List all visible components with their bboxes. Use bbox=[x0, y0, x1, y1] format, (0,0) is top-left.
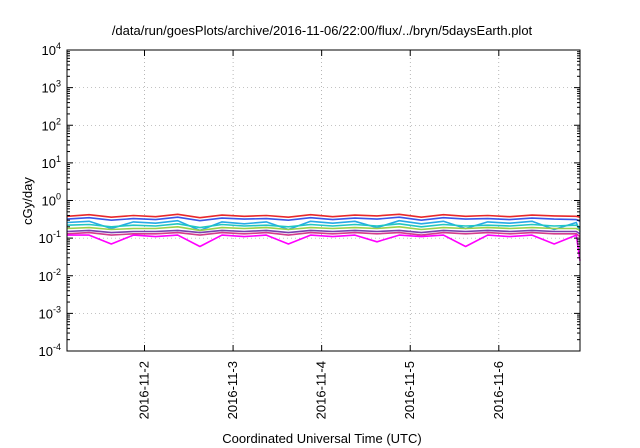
x-axis-label: Coordinated Universal Time (UTC) bbox=[222, 431, 421, 446]
series-line-6 bbox=[66, 229, 581, 235]
y-tick-label: 10-1 bbox=[39, 229, 61, 246]
y-tick-label: 10-3 bbox=[39, 304, 61, 321]
series-line-8 bbox=[67, 234, 581, 261]
x-tick-label: 2016-11-5 bbox=[402, 361, 417, 419]
y-tick-label: 103 bbox=[42, 79, 61, 96]
x-axis: 2016-11-2 2016-11-3 2016-11-4 2016-11-5 2016… bbox=[137, 50, 506, 419]
series-line-5 bbox=[66, 226, 581, 232]
y-tick-label: 10-2 bbox=[39, 267, 61, 284]
series-line-7 bbox=[66, 231, 581, 238]
series-line-4 bbox=[66, 223, 581, 229]
x-tick-label: 2016-11-6 bbox=[491, 361, 506, 419]
y-tick-label: 104 bbox=[42, 41, 61, 58]
y-tick-label: 102 bbox=[42, 116, 61, 133]
x-tick-label: 2016-11-3 bbox=[225, 361, 240, 419]
chart-title: /data/run/goesPlots/archive/2016-11-06/2… bbox=[112, 23, 533, 38]
series-line-2 bbox=[66, 216, 581, 223]
y-tick-label: 101 bbox=[42, 154, 61, 171]
y-axis-label: cGy/day bbox=[20, 177, 35, 225]
series-group bbox=[66, 213, 581, 261]
y-tick-label: 10-4 bbox=[39, 342, 61, 359]
grid-lines bbox=[67, 49, 580, 352]
x-tick-label: 2016-11-4 bbox=[314, 361, 329, 419]
series-line-1 bbox=[66, 213, 581, 219]
y-tick-label: 100 bbox=[42, 192, 61, 209]
series-line-3 bbox=[66, 219, 581, 232]
y-axis: 10-4 10-3 10-2 10-1 100 101 102 103 104 bbox=[39, 41, 580, 359]
x-tick-label: 2016-11-2 bbox=[137, 361, 152, 419]
